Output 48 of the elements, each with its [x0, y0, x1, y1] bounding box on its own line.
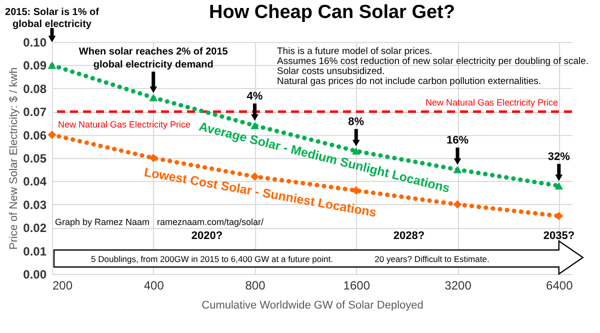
- y-tick-label: 0.04: [23, 174, 47, 189]
- annotation: This is a future model of solar prices.: [277, 46, 432, 57]
- y-tick-label: 0.05: [23, 152, 47, 166]
- annotation: Natural gas prices do not include carbon pollution externalities.: [277, 76, 542, 87]
- annotation: Graph by Ramez Naam: [55, 217, 150, 227]
- x-tick-label: 200: [52, 278, 73, 292]
- point: [554, 182, 564, 190]
- point: [250, 172, 259, 181]
- y-tick-label: 0.10: [23, 36, 47, 50]
- text: New Natural Gas Electricity Price: [58, 120, 191, 130]
- annotation: 2020?: [191, 230, 223, 242]
- annotation: 32%: [548, 150, 570, 163]
- y-tick-label: 0.06: [23, 128, 47, 142]
- ref-line-label: New Natural Gas Electricity Price: [425, 98, 558, 108]
- y-tick-label: 0.02: [23, 221, 47, 236]
- annotation: When solar reaches 2% of 2015 global electricity demand: [78, 46, 228, 71]
- y-tick-label: 0.00: [23, 268, 47, 282]
- x-axis-title: Cumulative Worldwide GW of Solar Deployed: [202, 300, 424, 312]
- x-tick-label: 6400: [546, 278, 574, 292]
- annotation: 2028?: [393, 230, 425, 242]
- x-tick-label: 800: [245, 278, 266, 292]
- point: [48, 130, 56, 139]
- text: 2015: Solar is 1% of global electricity: [5, 7, 100, 30]
- x-tick-label: 400: [144, 278, 164, 292]
- y-tick-label: 0.08: [23, 82, 47, 96]
- y-tick-label: 0.07: [23, 105, 47, 120]
- x-tick-label: 1600: [343, 278, 370, 292]
- y-tick-label: 0.09: [23, 58, 47, 73]
- chart-title: How Cheap Can Solar Get?: [209, 2, 455, 23]
- x-tick-label: 3200: [444, 278, 472, 292]
- point: [453, 200, 462, 209]
- annotation: 5 Doublings, from 200GW in 2015 to 6,400 GW at a future point.: [91, 254, 333, 264]
- point: [149, 94, 158, 102]
- point: [352, 147, 360, 155]
- annotation: 16%: [446, 134, 469, 147]
- y-axis-title: Price of New Solar Electricity: $ / kwh: [8, 67, 20, 250]
- annotation: 8%: [348, 116, 364, 128]
- annotation: 20 years? Difficult to Estimate.: [374, 254, 490, 264]
- point: [453, 166, 462, 174]
- y-tick-label: 0.03: [23, 198, 47, 212]
- point: [48, 62, 56, 69]
- point: [250, 122, 259, 130]
- annotation: 4%: [246, 90, 263, 103]
- annotation: Solar costs unsubsidized.: [277, 66, 385, 77]
- annotation: rameznaam.com/tag/solar/: [157, 217, 264, 227]
- annotation: 2035?: [543, 230, 575, 242]
- annotation: Assumes 16% cost reduction of new solar electricity per doubling of scale.: [277, 56, 589, 67]
- y-tick-label: 0.01: [23, 244, 47, 258]
